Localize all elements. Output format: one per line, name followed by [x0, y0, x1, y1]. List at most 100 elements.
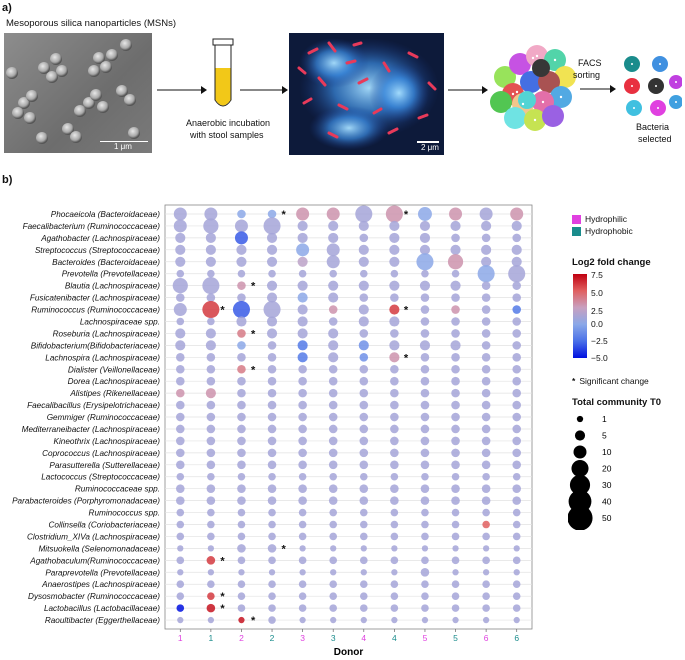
bubble — [451, 412, 460, 422]
bubble — [297, 280, 308, 291]
bubble — [237, 376, 246, 386]
bubble — [328, 328, 339, 339]
bubble — [267, 496, 277, 505]
bubble — [176, 580, 185, 589]
bubble — [232, 301, 250, 319]
bubble — [329, 520, 338, 529]
bubble — [298, 424, 307, 434]
bubble — [421, 604, 429, 612]
bubble — [328, 232, 339, 243]
bubble — [176, 388, 185, 398]
size-legend-circle — [574, 430, 586, 441]
taxon-label: Fusicatenibacter (Lachnospiraceae) — [30, 294, 160, 303]
bubble — [298, 580, 307, 589]
bubble — [326, 207, 340, 221]
significant-label: Significant change — [579, 376, 649, 386]
bubble — [176, 484, 185, 493]
bubble — [512, 460, 521, 470]
bubble — [481, 376, 491, 386]
bubble — [512, 388, 521, 398]
bubble — [390, 412, 399, 422]
bubble — [451, 532, 460, 541]
bubble — [419, 280, 431, 291]
bubble — [328, 388, 338, 398]
bubble — [512, 329, 521, 338]
bubble — [358, 280, 369, 291]
legend-significant: * Significant change — [572, 376, 649, 386]
bubble — [421, 269, 429, 278]
bubble — [358, 316, 369, 327]
bubble — [330, 545, 337, 552]
bubble — [328, 448, 338, 458]
bubble — [207, 317, 215, 326]
bubble — [451, 508, 460, 517]
bubble — [328, 364, 338, 374]
bubble — [329, 269, 338, 278]
bubble — [481, 424, 491, 434]
bubble — [176, 364, 185, 374]
bubble — [267, 209, 277, 219]
bubble — [360, 569, 367, 576]
bubble — [329, 472, 338, 481]
bubble — [328, 496, 338, 505]
bubble — [298, 376, 307, 386]
bubble — [299, 545, 306, 552]
bubble — [420, 484, 430, 493]
bubble — [511, 244, 522, 255]
bubble — [421, 472, 429, 481]
bubble — [237, 293, 246, 302]
bubble — [390, 436, 399, 446]
bubble — [389, 316, 400, 327]
bubble — [176, 436, 185, 446]
bubble — [206, 353, 216, 362]
bubble — [237, 329, 246, 338]
bubble — [512, 484, 521, 493]
bubble — [267, 448, 277, 458]
bubble — [420, 317, 430, 326]
taxon-label: Faecalibacillus (Erysipelotrichaceae) — [27, 401, 160, 410]
bubble — [391, 616, 398, 624]
hydrophobic-label: Hydrophobic — [585, 226, 633, 236]
bubble — [359, 532, 368, 541]
bubble — [207, 545, 215, 552]
bubble — [207, 569, 215, 576]
bubble — [203, 218, 219, 234]
bubble — [481, 388, 491, 398]
bubble — [391, 545, 398, 552]
bubble — [266, 292, 278, 303]
bubble — [328, 412, 338, 422]
bubble — [482, 569, 490, 576]
bubble — [268, 556, 276, 565]
taxon-label: Blautia (Lachnospiraceae) — [65, 282, 160, 291]
x-axis-label: Donor — [334, 647, 364, 658]
bubble — [451, 472, 460, 481]
bubble — [390, 496, 399, 505]
bubble — [452, 616, 459, 624]
bubble — [207, 532, 215, 541]
bubble — [390, 520, 399, 529]
bubble — [205, 340, 216, 351]
bubble — [207, 269, 215, 278]
bubble — [268, 532, 276, 541]
bubble — [450, 244, 461, 255]
taxon-label: Dorea (Lachnospiraceae) — [68, 377, 161, 386]
bubble — [512, 400, 521, 410]
bubble — [481, 341, 491, 350]
selected-label-2: selected — [638, 134, 672, 144]
legend-hydrophobic: Hydrophobic — [572, 226, 633, 236]
bubble — [512, 317, 521, 326]
taxon-label: Raoultibacter (Eggerthellaceae) — [45, 616, 160, 625]
bubble — [266, 280, 278, 291]
bubble — [511, 220, 522, 232]
bubble — [390, 460, 399, 470]
taxon-label: Bifidobacterium(Bifidobacteriaceae) — [31, 341, 161, 350]
bubble — [451, 484, 460, 493]
x-tick-label: 4 — [361, 633, 366, 643]
bubble — [421, 616, 429, 624]
bubble — [451, 388, 460, 398]
bubble — [360, 545, 367, 552]
bubble — [390, 388, 399, 398]
bubble — [266, 328, 278, 339]
bubble — [298, 436, 307, 446]
